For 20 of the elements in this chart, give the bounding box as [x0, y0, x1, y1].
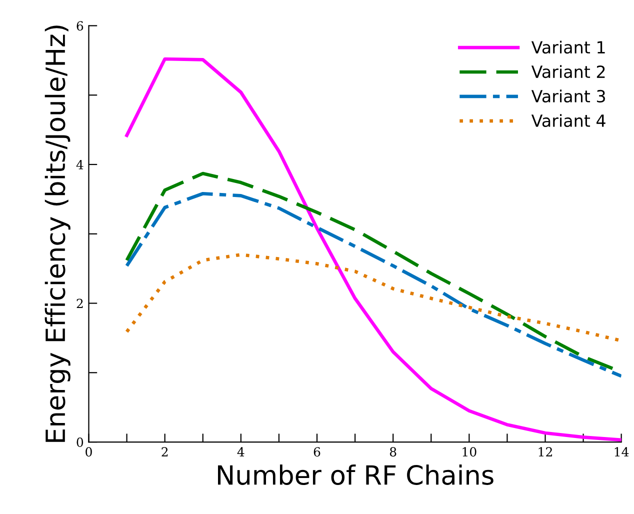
y-tick-label: 4	[76, 160, 84, 170]
x-tick-label: 0	[86, 447, 92, 457]
legend-label: Variant 1	[531, 40, 605, 54]
y-tick-label: 2	[76, 298, 83, 308]
y-tick-label: 6	[76, 21, 84, 31]
legend-label: Variant 2	[531, 65, 605, 78]
x-tick-label: 8	[390, 447, 396, 457]
x-tick-label: 4	[237, 447, 244, 456]
y-axis-title: Energy Efficiency (bits/Joule/Hz)	[44, 26, 70, 442]
y-tick-label: 0	[76, 438, 84, 447]
legend-label: Variant 4	[531, 114, 606, 127]
x-tick-label: 6	[314, 447, 320, 457]
x-tick-label: 2	[162, 447, 168, 456]
x-tick-label: 12	[538, 447, 552, 456]
x-tick-label: 14	[614, 447, 629, 456]
legend-label: Variant 3	[531, 90, 605, 103]
x-tick-label: 10	[462, 447, 476, 457]
line-series	[125, 57, 622, 442]
x-axis-title: Number of RF Chains	[218, 464, 494, 485]
line-series	[125, 253, 622, 342]
